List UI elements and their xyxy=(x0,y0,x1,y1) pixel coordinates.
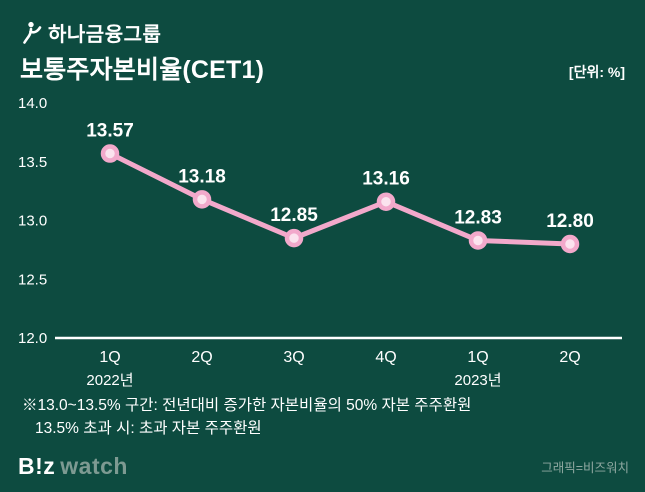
page-title: 보통주자본비율(CET1) xyxy=(20,56,265,84)
data-value-label: 12.85 xyxy=(270,205,318,226)
graphic-credit: 그래픽=비즈워치 xyxy=(541,461,629,475)
brand-logo: 하나금융그룹 xyxy=(20,18,161,47)
data-point-marker xyxy=(468,231,488,250)
data-line xyxy=(107,151,573,247)
unit-label: [단위: %] xyxy=(568,64,625,80)
x-tick-label: 3Q xyxy=(283,349,304,366)
x-tick-label: 1Q xyxy=(99,349,120,366)
y-tick-label: 13.5 xyxy=(18,154,47,171)
data-value-label: 13.16 xyxy=(362,169,410,190)
y-tick-label: 14.0 xyxy=(18,95,47,112)
x-tick-label: 1Q xyxy=(467,349,488,366)
x-tick-label: 4Q xyxy=(375,349,396,366)
year-label: 2023년 xyxy=(454,372,501,389)
data-point-marker xyxy=(192,190,212,209)
footnote: ※13.0~13.5% 구간: 전년대비 증가한 자본비율의 50% 자본 주주… xyxy=(22,394,471,440)
bizwatch-logo-biz: B!z xyxy=(18,453,56,479)
footnote-line-2: 13.5% 초과 시: 초과 자본 주주환원 xyxy=(35,420,262,437)
x-tick-label: 2Q xyxy=(191,349,212,366)
data-point-marker xyxy=(284,228,304,248)
year-label: 2022년 xyxy=(86,372,133,389)
data-value-label: 12.83 xyxy=(454,207,502,228)
footnote-line-1: ※13.0~13.5% 구간: 전년대비 증가한 자본비율의 50% 자본 주주… xyxy=(22,397,472,414)
data-value-label: 13.18 xyxy=(178,166,226,187)
y-tick-label: 13.0 xyxy=(18,213,47,230)
data-point-marker xyxy=(376,192,396,211)
bizwatch-logo: B!z watch xyxy=(18,453,128,480)
bizwatch-logo-watch: watch xyxy=(60,453,128,479)
y-tick-label: 12.0 xyxy=(18,330,47,347)
brand-logo-text: 하나금융그룹 xyxy=(48,24,162,46)
data-value-label: 12.80 xyxy=(546,211,594,232)
data-value-label: 13.57 xyxy=(86,121,134,142)
x-tick-label: 2Q xyxy=(559,349,580,366)
data-point-marker xyxy=(100,144,120,163)
hana-logo-icon xyxy=(23,21,42,44)
y-tick-label: 12.5 xyxy=(18,271,47,288)
data-point-marker xyxy=(560,234,580,254)
